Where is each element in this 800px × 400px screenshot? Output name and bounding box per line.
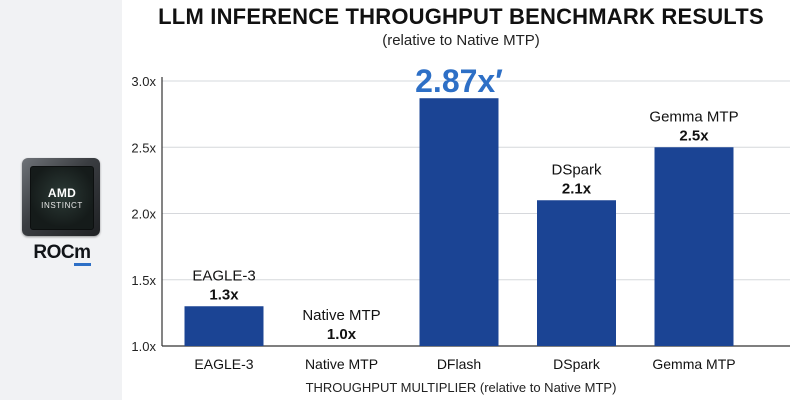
- bar-value-label-highlight: 2.87x′: [415, 63, 503, 99]
- bar-value-label: 1.0x: [327, 326, 357, 343]
- bar-value-label: 1.3x: [209, 286, 239, 303]
- bar-value-label: 2.1x: [562, 180, 592, 197]
- bar-name-label: Native MTP: [302, 307, 380, 324]
- x-tick-label: Gemma MTP: [652, 356, 735, 372]
- x-tick-labels: EAGLE-3 Native MTP DFlash DSpark Gemma MTP: [194, 356, 735, 372]
- bar-name-label: Gemma MTP: [649, 108, 738, 125]
- bar-name-label: DSpark: [551, 161, 602, 178]
- rocm-logo: ROCm: [30, 242, 94, 266]
- x-axis-label: THROUGHPUT MULTIPLIER (relative to Nativ…: [305, 380, 617, 395]
- x-tick-label: DFlash: [437, 356, 481, 372]
- bar: [184, 306, 264, 346]
- amd-instinct-chip-icon: AMD INSTINCT: [22, 158, 100, 236]
- bar: [537, 200, 616, 346]
- x-tick-label: EAGLE-3: [194, 356, 253, 372]
- y-tick-label: 2.0x: [131, 207, 156, 222]
- y-tick-labels: 1.0x 1.5x 2.0x 2.5x 3.0x: [131, 74, 156, 354]
- chip-die: AMD INSTINCT: [30, 166, 94, 230]
- x-tick-label: Native MTP: [305, 356, 378, 372]
- bar: [419, 98, 499, 346]
- rocm-prefix: ROC: [33, 242, 75, 263]
- y-tick-label: 2.5x: [131, 140, 156, 155]
- bar-value-label: 2.5x: [679, 127, 709, 144]
- y-tick-label: 1.0x: [131, 339, 156, 354]
- bar-name-label: EAGLE-3: [192, 267, 255, 284]
- y-tick-label: 3.0x: [131, 74, 156, 89]
- bar: [654, 147, 734, 346]
- chip-sub-label: INSTINCT: [41, 201, 83, 210]
- bar-labels: 1.3x EAGLE-3 1.0x Native MTP 2.87x′ 2.1x DSpar…: [192, 63, 738, 343]
- logo-panel: AMD INSTINCT ROCm: [0, 0, 122, 400]
- rocm-suffix: m: [74, 242, 91, 266]
- bars: [184, 98, 734, 346]
- y-tick-label: 1.5x: [131, 273, 156, 288]
- x-tick-label: DSpark: [553, 356, 601, 372]
- chart-title: LLM INFERENCE THROUGHPUT BENCHMARK RESUL…: [158, 4, 764, 29]
- chart-subtitle: (relative to Native MTP): [382, 32, 540, 49]
- chip-brand-label: AMD: [47, 186, 77, 200]
